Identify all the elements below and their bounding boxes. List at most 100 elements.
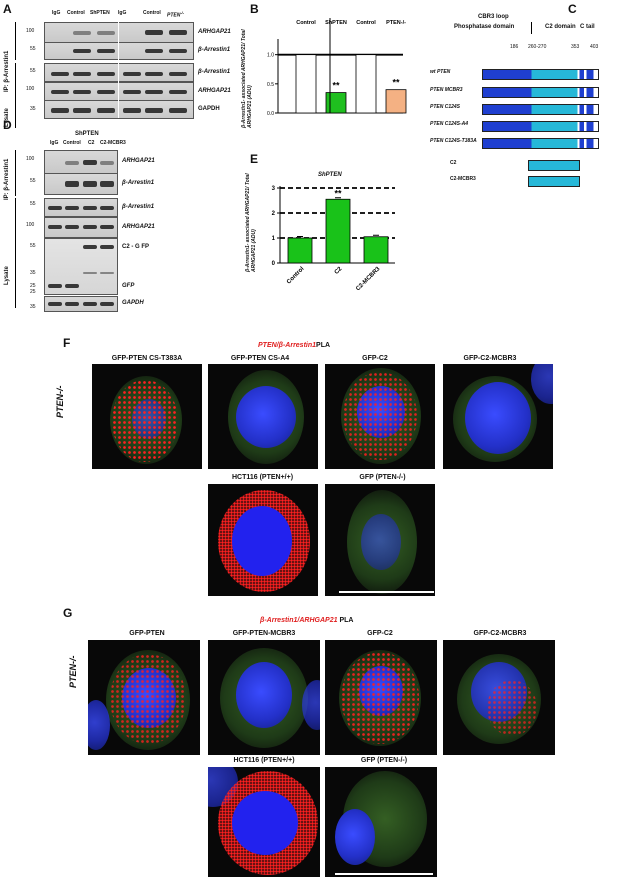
b-significance: ** [392, 78, 400, 88]
row-label: ARHGAP21 [198, 88, 231, 94]
f-caption: GFP (PTEN-/-) [359, 474, 406, 481]
lane-label: PTEN-/- [167, 10, 185, 19]
row-label: β-Arrestin1 [198, 47, 231, 53]
panel-letter-b: B [250, 2, 259, 16]
e-significance: ** [334, 188, 342, 198]
panel-e-chart: 0 1 2 3 Control C2 C2-MCBR3 ** [272, 186, 395, 293]
row-label: ARHGAP21 [122, 224, 155, 230]
mw-marker: 55 [30, 178, 36, 184]
panel-b-chart: 0.0 0.5 1.0 Control ShPTEN Control PTEN-/- ** ** [267, 18, 407, 117]
panel-letter-a: A [3, 2, 12, 16]
lane-label: C2 [88, 140, 95, 146]
mw-marker: 100 [26, 28, 35, 34]
row-label: ARHGAP21 [198, 29, 231, 35]
row-label: β-Arrestin1 [122, 204, 155, 210]
mw-marker: 100 [26, 222, 35, 228]
row-label: C2 - G FP [122, 244, 150, 250]
mw-marker: 55 [30, 201, 36, 207]
ip-label: IP: β-Arrestin1 [4, 158, 10, 200]
construct-label: C2-MCBR3 [450, 176, 476, 182]
panel-letter-d: D [3, 118, 12, 132]
row-label: GAPDH [122, 300, 144, 306]
blot-arhgap21-ip [44, 22, 194, 43]
g-row-label: PTEN-/- [68, 655, 78, 689]
mw-marker: 35 [30, 304, 36, 310]
e-bar [363, 236, 389, 264]
construct-domain-bar [482, 138, 599, 149]
b-y-tick-label: 0.0 [267, 111, 274, 117]
e-ylabel: β-Arrestin1- associated ARHGAP21/ Total … [245, 173, 257, 272]
f-caption: GFP-PTEN CS-A4 [230, 355, 290, 362]
b-bar [325, 92, 347, 114]
g-caption: GFP-C2 [367, 630, 393, 637]
b-y-tick-label: 0.5 [267, 82, 274, 88]
micrograph-g1 [88, 640, 200, 755]
mw-marker: 35 [30, 270, 36, 276]
row-label: ARHGAP21 [122, 158, 155, 164]
e-y-tick-label: 2 [272, 211, 276, 217]
micrograph-f1 [92, 364, 202, 469]
g-caption: GFP-PTEN-MCBR3 [232, 630, 296, 637]
e-y-tick-label: 0 [272, 261, 276, 267]
position-label: 260-270 [528, 44, 547, 50]
e-category-label: C2-MCBR3 [355, 266, 382, 293]
micrograph-g2 [208, 640, 320, 755]
f-caption: HCT116 (PTEN+/+) [231, 474, 294, 481]
f-caption: GFP-PTEN CS-T383A [111, 355, 183, 362]
construct-domain-bar [528, 176, 580, 187]
blot-arrestin-lysate [44, 63, 194, 82]
construct-label: PTEN MCBR3 [430, 87, 463, 93]
mw-marker: 25 [30, 283, 36, 289]
construct-domain-bar [482, 87, 599, 98]
construct-label: C2 [450, 160, 457, 166]
cbr3-label: CBR3 loop [478, 14, 509, 20]
lane-label: C2-MCBR3 [100, 140, 126, 146]
lane-label: Control [67, 10, 85, 16]
row-label: GFP [122, 283, 135, 289]
f-caption: GFP-C2 [362, 355, 388, 362]
construct-domain-bar [528, 160, 580, 171]
mw-marker: 55 [30, 68, 36, 74]
lane-label: IgG [50, 140, 59, 146]
c2-label: C2 domain [545, 24, 576, 30]
d-blot-gapdh [44, 296, 118, 312]
d-blot-arhgap21-ip [44, 150, 118, 174]
e-category-label: C2 [334, 266, 344, 276]
micrograph-g5 [208, 767, 320, 877]
blot-arhgap21-lysate [44, 82, 194, 101]
d-blot-gfp [44, 238, 118, 295]
d-blot-arrestin-ip [44, 173, 118, 195]
position-label: 353 [571, 44, 580, 50]
blot-gapdh [44, 100, 194, 119]
lane-label: Control [143, 10, 161, 16]
panel-letter-g: G [63, 606, 73, 620]
g-caption: GFP-PTEN [129, 630, 165, 637]
micrograph-f6 [325, 484, 435, 596]
construct-domain-bar [482, 69, 599, 80]
b-bar [385, 89, 407, 114]
f-caption: GFP-C2-MCBR3 [463, 355, 517, 362]
g-caption: GFP (PTEN-/-) [360, 757, 408, 764]
f-title: PTEN/β-Arrestin1PLA [258, 342, 331, 349]
lane-label: IgG [118, 10, 127, 16]
micrograph-f2 [208, 364, 318, 469]
f-row-label: PTEN-/- [55, 385, 65, 419]
mw-marker: 55 [30, 46, 36, 52]
e-bar [325, 198, 351, 264]
g-title: β-Arrestin1/ARHGAP21 PLA [260, 617, 354, 624]
lane-label: IgG [52, 10, 61, 16]
b-group-label: PTEN-/- [386, 20, 406, 26]
panel-letter-e: E [250, 152, 259, 166]
lane-label: ShPTEN [90, 10, 110, 16]
phosphatase-label: Phosphatase domain [454, 24, 515, 30]
panel-letter-f: F [63, 336, 71, 350]
position-label: 403 [590, 44, 599, 50]
e-category-label: Control [286, 266, 306, 286]
lane-label: Control [63, 140, 81, 146]
mw-marker: 100 [26, 86, 35, 92]
mw-marker: 35 [30, 106, 36, 112]
construct-domain-bar [482, 104, 599, 115]
construct-domain-bar [482, 121, 599, 132]
micrograph-f3 [325, 364, 435, 469]
g-caption: GFP-C2-MCBR3 [473, 630, 527, 637]
